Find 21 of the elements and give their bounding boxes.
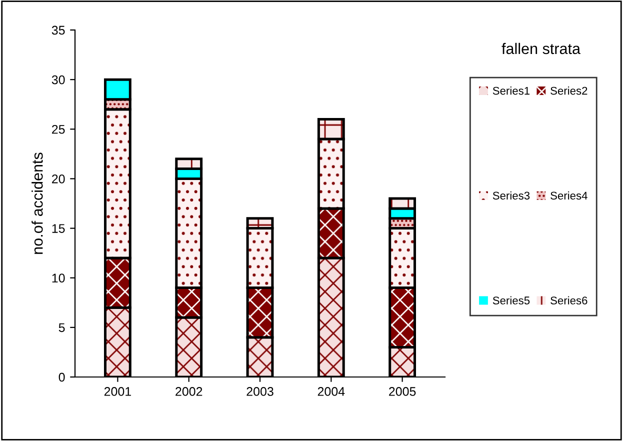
x-tick-label: 2001 (104, 387, 131, 396)
y-tick-label: 5 (58, 323, 65, 332)
y-axis-title: no.of accidents (32, 152, 43, 254)
legend-label: Series6 (550, 296, 588, 304)
y-tick-label: 25 (52, 124, 65, 134)
x-tick-label: 2005 (389, 387, 416, 396)
legend-label: Series4 (550, 191, 588, 200)
y-tick-label: 10 (52, 274, 65, 283)
legend-label: Series1 (492, 86, 530, 95)
y-tick-label: 30 (52, 75, 65, 84)
x-tick-label: 2004 (318, 387, 345, 396)
legend-label: Series5 (492, 296, 530, 304)
legend-label: Series3 (492, 191, 530, 200)
y-tick-label: 20 (52, 174, 65, 184)
x-tick-label: 2003 (246, 387, 274, 396)
y-tick-label: 15 (52, 224, 65, 233)
y-tick-label: 0 (58, 372, 65, 382)
legend-label: Series2 (550, 86, 588, 95)
x-tick-label: 2002 (176, 387, 202, 396)
legend-title: fallen strata (502, 42, 580, 54)
y-tick-label: 35 (52, 26, 65, 35)
